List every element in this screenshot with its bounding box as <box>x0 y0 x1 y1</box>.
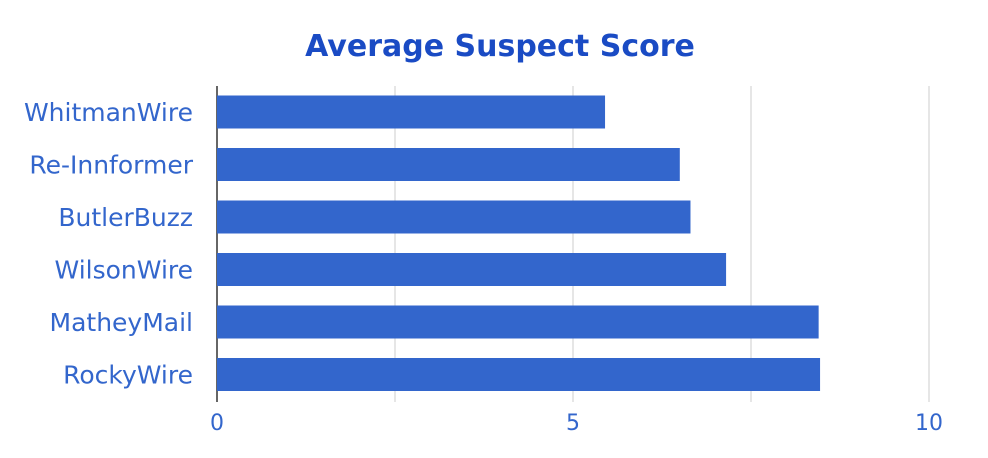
category-label: Re-Innformer <box>29 151 193 180</box>
category-label: WilsonWire <box>55 256 193 285</box>
category-label: ButlerBuzz <box>58 203 193 232</box>
chart-title: Average Suspect Score <box>305 29 695 64</box>
bars <box>217 95 821 391</box>
x-tick-label: 5 <box>566 411 580 436</box>
bar <box>217 95 606 129</box>
tick-labels: 0 5 10 <box>210 411 943 436</box>
category-labels: WhitmanWire Re-Innformer ButlerBuzz WilsonW… <box>24 98 194 390</box>
category-label: RockyWire <box>63 361 193 390</box>
bar <box>217 200 691 234</box>
x-tick-label: 10 <box>915 411 943 436</box>
category-label: WhitmanWire <box>24 98 193 127</box>
x-tick-label: 0 <box>210 411 224 436</box>
category-label: MatheyMail <box>50 308 194 337</box>
bar <box>217 358 821 391</box>
bar <box>217 148 680 181</box>
bar <box>217 253 727 286</box>
bar <box>217 305 819 339</box>
gridlines <box>216 86 930 402</box>
